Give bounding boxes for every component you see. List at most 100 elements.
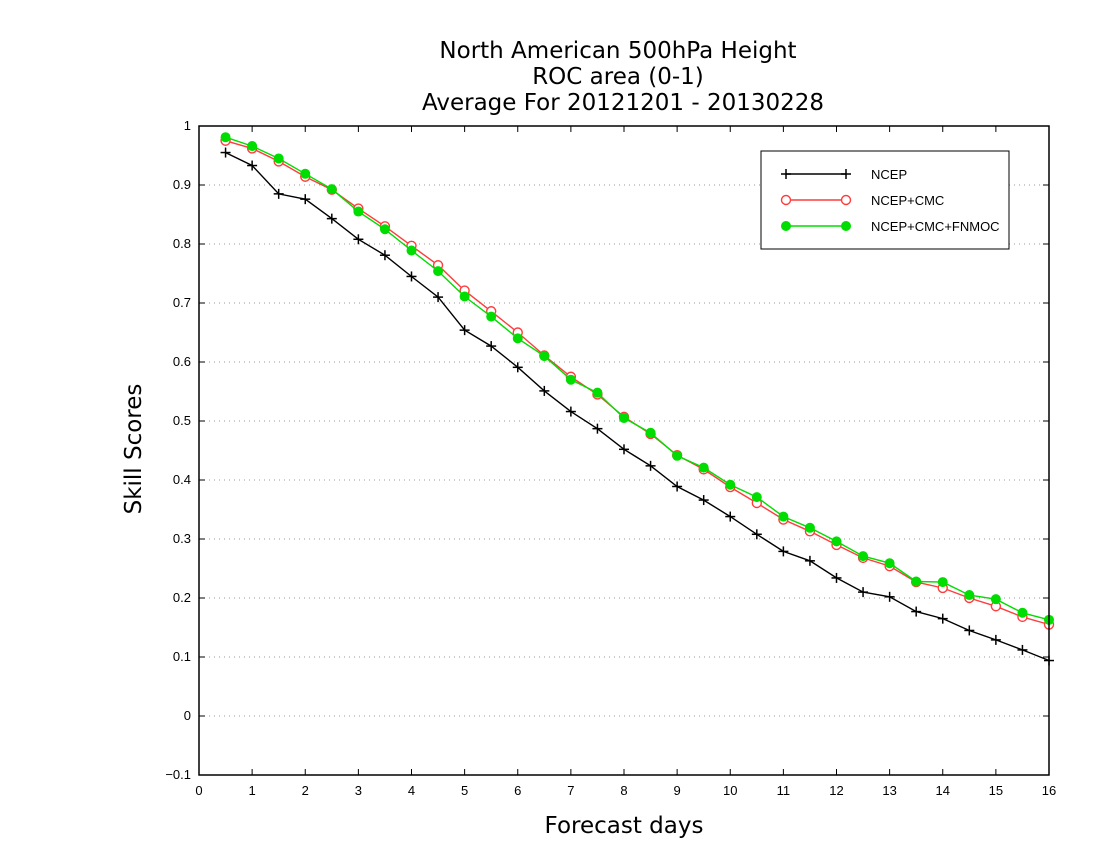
- x-tick-label: 3: [355, 783, 362, 798]
- legend-ncep-cmc-fnmoc-point: [841, 221, 851, 231]
- series-ncep-point: [300, 194, 311, 205]
- series-ncep-cmc-fnmoc-point: [964, 590, 975, 601]
- legend-ncep-point: [841, 169, 851, 179]
- y-axis-title: Skill Scores: [121, 384, 147, 515]
- plot-frame: [198, 125, 1050, 776]
- legend-ncep-cmc-point: [840, 194, 852, 206]
- series-ncep-cmc-fnmoc-point: [937, 577, 948, 588]
- y-tick-label: 1: [184, 118, 191, 133]
- x-tick-label: 11: [777, 783, 791, 798]
- series-ncep-cmc-fnmoc-point: [486, 311, 497, 322]
- legend-ncep: NCEP: [781, 167, 907, 182]
- legend-ncep-label: NCEP: [871, 167, 907, 182]
- y-tick-label: 0.5: [173, 413, 191, 428]
- axes: −0.100.10.20.30.40.50.60.70.80.910 1 2 3 4 5 6…: [165, 118, 1056, 798]
- legend-ncep-cmc-label: NCEP+CMC: [871, 193, 944, 208]
- title-line-3: Average For 20121201 - 20130228: [422, 90, 824, 116]
- series-ncep-point: [858, 587, 869, 598]
- series-ncep-point: [512, 362, 523, 373]
- series-ncep-point: [751, 529, 762, 540]
- series-ncep-cmc-fnmoc-point: [220, 132, 231, 143]
- x-tick-label: 0: [195, 783, 202, 798]
- series-ncep-point: [406, 271, 417, 282]
- x-tick-label: 10: [723, 783, 737, 798]
- series-ncep-point: [804, 555, 815, 566]
- series-ncep-cmc-fnmoc-point: [406, 245, 417, 256]
- x-tick-label: 16: [1042, 783, 1056, 798]
- series-ncep-point: [326, 213, 337, 224]
- y-tick-label: 0: [184, 708, 191, 723]
- series-ncep-cmc-fnmoc-point: [698, 462, 709, 473]
- x-axis-title: Forecast days: [545, 813, 704, 839]
- series-ncep-cmc-fnmoc-point: [831, 536, 842, 547]
- y-tick-label: 0.8: [173, 236, 191, 251]
- series-ncep-cmc-fnmoc-point: [300, 168, 311, 179]
- series-ncep-point: [884, 591, 895, 602]
- series-ncep-cmc-fnmoc-point: [645, 427, 656, 438]
- series-ncep-cmc-fnmoc-line: [225, 136, 1050, 621]
- series-ncep-point: [459, 325, 470, 336]
- legend-ncep-cmc-fnmoc-point: [781, 221, 791, 231]
- x-tick-label: 7: [567, 783, 574, 798]
- series-ncep-cmc-fnmoc-point: [379, 224, 390, 235]
- series-ncep-cmc-fnmoc-point: [619, 413, 629, 424]
- series-ncep-point: [379, 250, 390, 261]
- series-ncep-cmc-fnmoc-point: [858, 551, 869, 562]
- x-tick-label: 8: [620, 783, 627, 798]
- series-ncep-cmc-fnmoc-point: [884, 558, 895, 569]
- y-tick-label: 0.6: [173, 354, 191, 369]
- y-tick-label: 0.4: [173, 472, 191, 487]
- x-tick-label: 5: [461, 783, 468, 798]
- series-ncep-point: [565, 406, 576, 417]
- series-ncep-cmc-fnmoc-point: [911, 576, 922, 587]
- legend-ncep-point: [781, 169, 791, 179]
- series-ncep-point: [725, 511, 736, 522]
- y-tick-label: 0.3: [173, 531, 191, 546]
- series-ncep-cmc-fnmoc-point: [247, 141, 258, 152]
- y-tick-label: 0.7: [173, 295, 191, 310]
- x-tick-label: 6: [514, 783, 521, 798]
- series-ncep-point: [1017, 644, 1028, 655]
- series-ncep-cmc-fnmoc-point: [592, 387, 603, 398]
- series-ncep-point: [672, 481, 683, 492]
- series-ncep-point: [539, 385, 550, 396]
- series-ncep-cmc-fnmoc-point: [273, 153, 284, 164]
- legend-ncep-cmc-fnmoc: NCEP+CMC+FNMOC: [781, 219, 1000, 234]
- x-tick-label: 13: [882, 783, 896, 798]
- series-ncep-point: [353, 234, 364, 245]
- series-ncep-cmc-fnmoc: [220, 132, 1054, 625]
- series-ncep-line: [225, 151, 1050, 662]
- x-tick-label: 12: [829, 783, 843, 798]
- series-ncep-point: [247, 160, 258, 171]
- series-ncep-cmc-fnmoc-point: [751, 492, 762, 503]
- series-ncep-point: [778, 546, 789, 557]
- series-ncep-point: [990, 634, 1001, 645]
- x-tick-label: 14: [936, 783, 950, 798]
- series-ncep-point: [831, 572, 842, 583]
- series-ncep-point: [937, 613, 948, 624]
- title-line-1: North American 500hPa Height: [439, 38, 796, 64]
- series-ncep-cmc-fnmoc-point: [565, 374, 576, 385]
- y-tick-label: 0.1: [173, 649, 191, 664]
- series-ncep-point: [486, 341, 497, 352]
- series-ncep-cmc-fnmoc-point: [778, 511, 789, 522]
- series-ncep-point: [433, 292, 444, 303]
- legend-ncep-cmc: NCEP+CMC: [780, 193, 944, 208]
- series-layer: [220, 132, 1055, 666]
- x-tick-label: 9: [674, 783, 681, 798]
- y-tick-label: −0.1: [165, 767, 191, 782]
- series-ncep-cmc-fnmoc-point: [1017, 607, 1028, 618]
- legend-ncep-cmc-point: [780, 194, 792, 206]
- x-tick-label: 1: [249, 783, 256, 798]
- series-ncep-point: [592, 423, 603, 434]
- series-ncep-cmc-fnmoc-point: [990, 594, 1001, 605]
- series-ncep-point: [964, 625, 975, 636]
- series-ncep-cmc-fnmoc-point: [433, 266, 444, 277]
- series-ncep-cmc-fnmoc-point: [725, 479, 736, 490]
- series-ncep-point: [698, 495, 709, 506]
- legend-ncep-cmc-fnmoc-label: NCEP+CMC+FNMOC: [871, 219, 1000, 234]
- y-tick-label: 0.9: [173, 177, 191, 192]
- series-ncep-point: [273, 188, 284, 199]
- legend: NCEP NCEP+CMC NCEP+CMC+FNMOC: [760, 150, 1010, 250]
- series-ncep-point: [619, 444, 629, 455]
